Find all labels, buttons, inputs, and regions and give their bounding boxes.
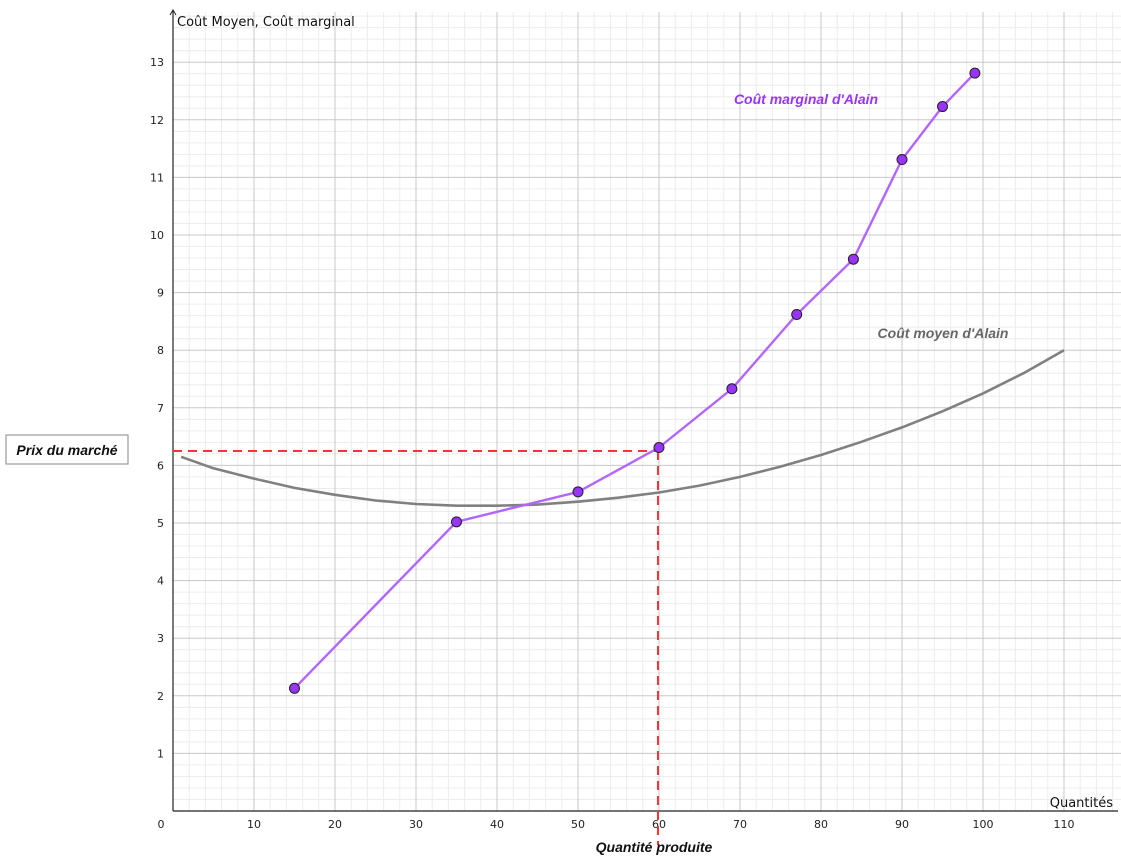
y-axis-title: Coût Moyen, Coût marginal <box>177 15 355 30</box>
average-cost-label: Coût moyen d'Alain <box>878 325 1009 341</box>
marginal-cost-point <box>896 154 908 166</box>
axes <box>169 9 1118 812</box>
x-tick-label: 110 <box>1054 818 1075 831</box>
y-tick-label: 9 <box>157 287 164 300</box>
x-tick-label: 80 <box>814 818 828 831</box>
marginal-cost-point <box>937 101 948 113</box>
y-tick-label: 6 <box>157 459 164 472</box>
y-axis-arrow <box>169 9 177 16</box>
x-tick-label: 90 <box>895 818 909 831</box>
marginal-cost-point <box>791 308 803 320</box>
market-price-reference-lines <box>173 450 659 845</box>
y-tick-label: 12 <box>150 114 164 127</box>
y-tick-label: 11 <box>150 171 164 184</box>
marginal-cost-point <box>653 442 665 454</box>
y-tick-label: 5 <box>157 517 164 530</box>
marginal-cost-point <box>969 67 981 79</box>
x-tick-label: 100 <box>973 818 994 831</box>
y-tick-label: 8 <box>157 344 164 357</box>
x-tick-label: 0 <box>158 818 165 831</box>
minor-grid <box>173 12 1121 811</box>
market-price-label: Prix du marché <box>16 442 117 458</box>
x-tick-label: 10 <box>247 818 261 831</box>
y-tick-label: 3 <box>157 632 164 645</box>
x-tick-label: 40 <box>490 818 504 831</box>
marginal-cost-point <box>451 516 462 528</box>
x-tick-label: 60 <box>652 818 666 831</box>
marginal-cost-label: Coût marginal d'Alain <box>734 91 878 107</box>
marginal-cost-line <box>293 72 976 690</box>
series-layer <box>180 67 1065 694</box>
marginal-cost-point <box>572 486 584 498</box>
x-axis-title: Quantités <box>1050 796 1113 811</box>
y-tick-label: 10 <box>150 229 164 242</box>
y-tick-label: 4 <box>157 575 164 588</box>
marginal-cost-point <box>726 383 738 395</box>
y-tick-label: 2 <box>157 690 164 703</box>
y-tick-label: 1 <box>157 747 164 760</box>
x-tick-label: 70 <box>733 818 747 831</box>
major-grid <box>173 12 1121 811</box>
y-tick-label: 7 <box>157 402 164 415</box>
y-tick-label: 13 <box>150 56 164 69</box>
x-tick-label: 30 <box>409 818 423 831</box>
market-price-box: Prix du marché <box>5 434 129 465</box>
marginal-cost-point <box>289 682 300 694</box>
tick-labels: 0 10 20 30 40 50 60 70 80 90 100 110123456789101112… <box>150 56 1075 831</box>
x-tick-label: 50 <box>571 818 585 831</box>
average-cost-curve <box>180 349 1065 508</box>
quantity-produced-label: Quantité produite <box>596 839 713 855</box>
x-tick-label: 20 <box>328 818 342 831</box>
marginal-cost-point <box>847 253 859 265</box>
